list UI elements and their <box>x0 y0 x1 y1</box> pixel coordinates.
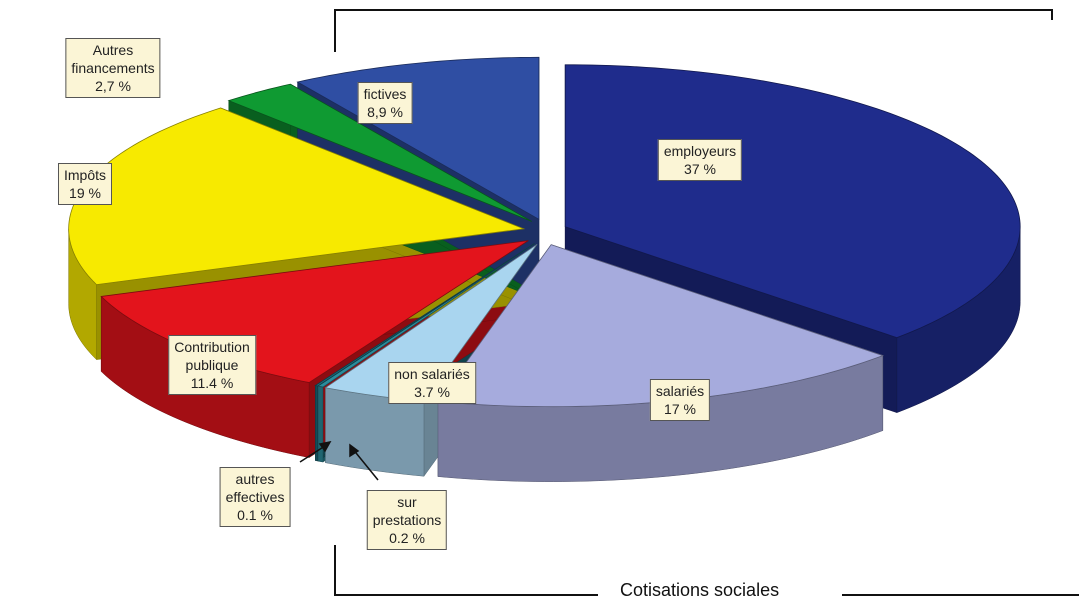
bracket-top <box>334 9 1053 52</box>
value-label: 3.7 % <box>414 384 450 400</box>
slice-label: non salariés 3.7 % <box>388 362 476 404</box>
category-label: Impôts <box>63 167 107 183</box>
pie <box>68 56 1021 482</box>
value-label: 8,9 % <box>367 104 403 120</box>
bracket-bottom <box>334 545 598 596</box>
category-label: fictives <box>363 86 407 102</box>
leader-arrow <box>318 440 332 453</box>
value-label: 11.4 % <box>190 375 234 391</box>
slice-label: Impôts 19 % <box>57 163 113 205</box>
slice-label: salariés 17 % <box>649 379 711 421</box>
category-label: Autres financements <box>71 42 155 76</box>
slice-label: sur prestations 0.2 % <box>366 490 448 550</box>
leader-arrow <box>349 443 360 458</box>
leaders <box>299 440 379 481</box>
category-label: Contribution publique <box>174 339 250 373</box>
slice-label: employeurs 37 % <box>657 139 743 181</box>
bracket <box>334 9 1079 596</box>
category-label: employeurs <box>663 143 737 159</box>
slice <box>564 64 1021 339</box>
leader-line <box>351 447 379 481</box>
value-label: 2,7 % <box>95 78 131 94</box>
category-label: salariés <box>655 383 705 399</box>
slice-label: Autres financements 2,7 % <box>65 38 161 98</box>
slice-label: Contribution publique 11.4 % <box>168 335 256 395</box>
category-label: non salariés <box>394 366 470 382</box>
slice-side <box>315 385 319 462</box>
value-label: 19 % <box>69 185 101 201</box>
category-label: sur prestations <box>372 494 442 528</box>
annotation: Cotisations sociales <box>620 580 780 600</box>
slice-label: fictives 8,9 % <box>357 82 413 124</box>
slice-label: autres effectives 0.1 % <box>219 467 291 527</box>
value-label: 37 % <box>684 161 716 177</box>
value-label: 0.1 % <box>237 507 273 523</box>
slice <box>227 83 532 222</box>
value-label: 17 % <box>664 401 696 417</box>
value-label: 0.2 % <box>389 530 425 546</box>
slice <box>314 243 535 387</box>
category-label: autres effectives <box>225 471 285 505</box>
